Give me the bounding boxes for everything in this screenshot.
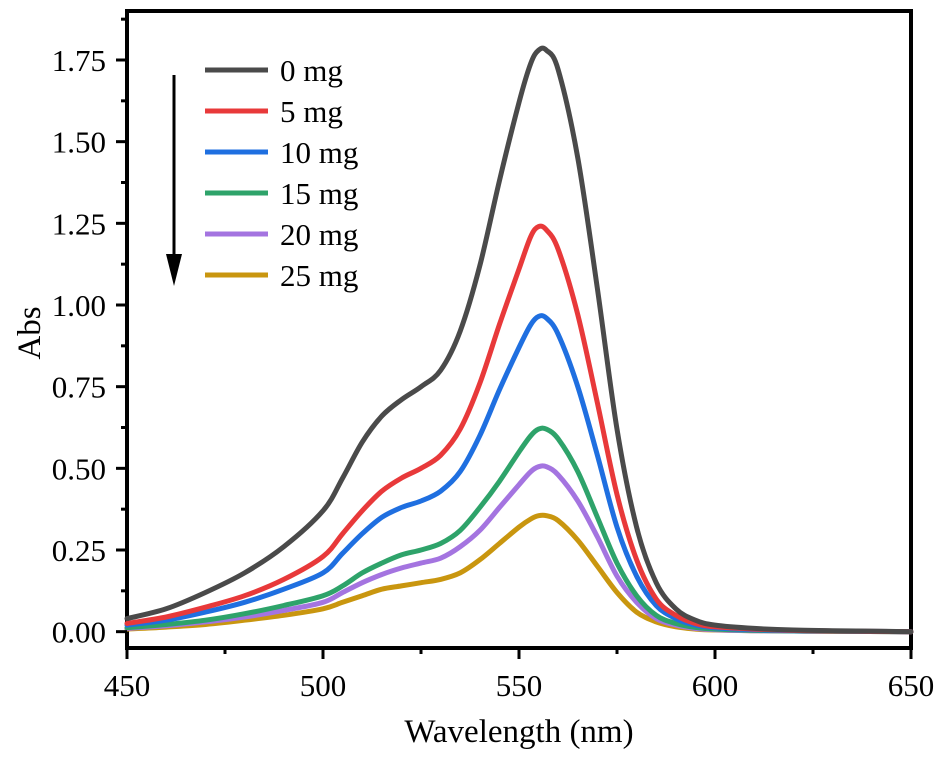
- y-tick-label: 0.75: [52, 370, 106, 405]
- series-line-0-mg: [124, 45, 914, 635]
- legend-label: 5 mg: [280, 94, 343, 129]
- series-line-5-mg: [124, 223, 914, 635]
- series-line-10-mg: [124, 313, 914, 635]
- y-tick-label: 0.00: [52, 615, 106, 650]
- legend-label: 20 mg: [280, 217, 358, 252]
- x-tick-label: 450: [104, 668, 151, 703]
- legend-label: 15 mg: [280, 176, 358, 211]
- y-axis-title: Abs: [12, 306, 48, 359]
- y-tick-label: 1.25: [52, 206, 106, 241]
- series-line-20-mg: [124, 463, 914, 635]
- trend-arrow-head: [166, 254, 182, 286]
- x-tick-label: 550: [496, 668, 543, 703]
- y-tick-label: 0.50: [52, 451, 106, 486]
- x-tick-label: 600: [692, 668, 739, 703]
- y-tick-label: 1.75: [52, 43, 106, 78]
- y-tick-label: 1.50: [52, 125, 106, 160]
- legend-label: 25 mg: [280, 258, 358, 293]
- legend-label: 10 mg: [280, 135, 358, 170]
- y-tick-label: 1.00: [52, 288, 106, 323]
- legend-label: 0 mg: [280, 53, 343, 88]
- x-axis-ticks: 450 500 550 600 650: [104, 648, 935, 703]
- y-axis-ticks: 0.00 0.25 0.50 0.75 1.00 1.25 1.50 1.75: [52, 17, 127, 650]
- x-tick-label: 650: [888, 668, 935, 703]
- y-tick-label: 0.25: [52, 533, 106, 568]
- x-tick-label: 500: [300, 668, 347, 703]
- legend: 0 mg 5 mg 10 mg 15 mg 20 mg 25 mg: [205, 53, 358, 293]
- series-layer: [124, 45, 914, 635]
- trend-arrow: [166, 75, 182, 286]
- x-axis-title: Wavelength (nm): [404, 714, 633, 750]
